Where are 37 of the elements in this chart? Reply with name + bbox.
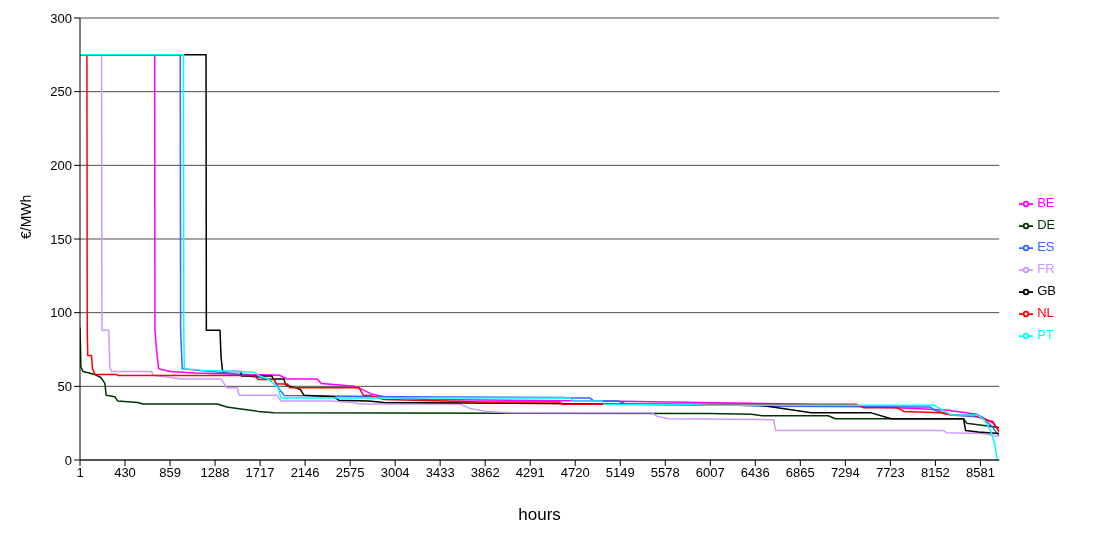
x-tick-label: 3004 [380, 465, 410, 481]
x-tick-label: 1717 [245, 465, 275, 481]
x-tick-label: 4291 [515, 465, 545, 481]
y-tick-label: 250 [50, 84, 72, 100]
x-tick-label: 8152 [920, 465, 950, 481]
legend-label: PT [1037, 327, 1054, 342]
x-tick-label: 1 [76, 465, 84, 481]
y-tick-label: 50 [57, 378, 72, 394]
y-tick-label: 100 [50, 305, 72, 321]
y-axis-title: €/MWh [17, 194, 34, 239]
y-tick-label: 0 [64, 452, 72, 468]
y-tick-label: 150 [50, 231, 72, 247]
legend-label: NL [1037, 305, 1054, 320]
legend-label: DE [1037, 217, 1056, 232]
x-tick-label: 5578 [650, 465, 680, 481]
x-tick-label: 430 [114, 465, 136, 481]
x-axis-title: hours [518, 505, 561, 524]
x-tick-label: 8581 [965, 465, 995, 481]
x-tick-label: 6436 [740, 465, 770, 481]
legend-label: BE [1037, 195, 1055, 210]
x-tick-label: 6007 [695, 465, 725, 481]
legend-label: GB [1037, 283, 1056, 298]
x-tick-label: 3433 [425, 465, 455, 481]
y-tick-label: 200 [50, 157, 72, 173]
x-tick-label: 2146 [290, 465, 320, 481]
x-tick-label: 1288 [200, 465, 230, 481]
x-tick-label: 6865 [785, 465, 815, 481]
y-tick-label: 300 [50, 10, 72, 26]
x-tick-label: 7294 [830, 465, 860, 481]
x-tick-label: 859 [159, 465, 181, 481]
x-tick-label: 3862 [470, 465, 500, 481]
x-tick-label: 2575 [335, 465, 365, 481]
x-tick-label: 7723 [875, 465, 905, 481]
legend-label: ES [1037, 239, 1055, 254]
legend-label: FR [1037, 261, 1055, 276]
x-tick-label: 4720 [560, 465, 590, 481]
x-tick-label: 5149 [605, 465, 635, 481]
